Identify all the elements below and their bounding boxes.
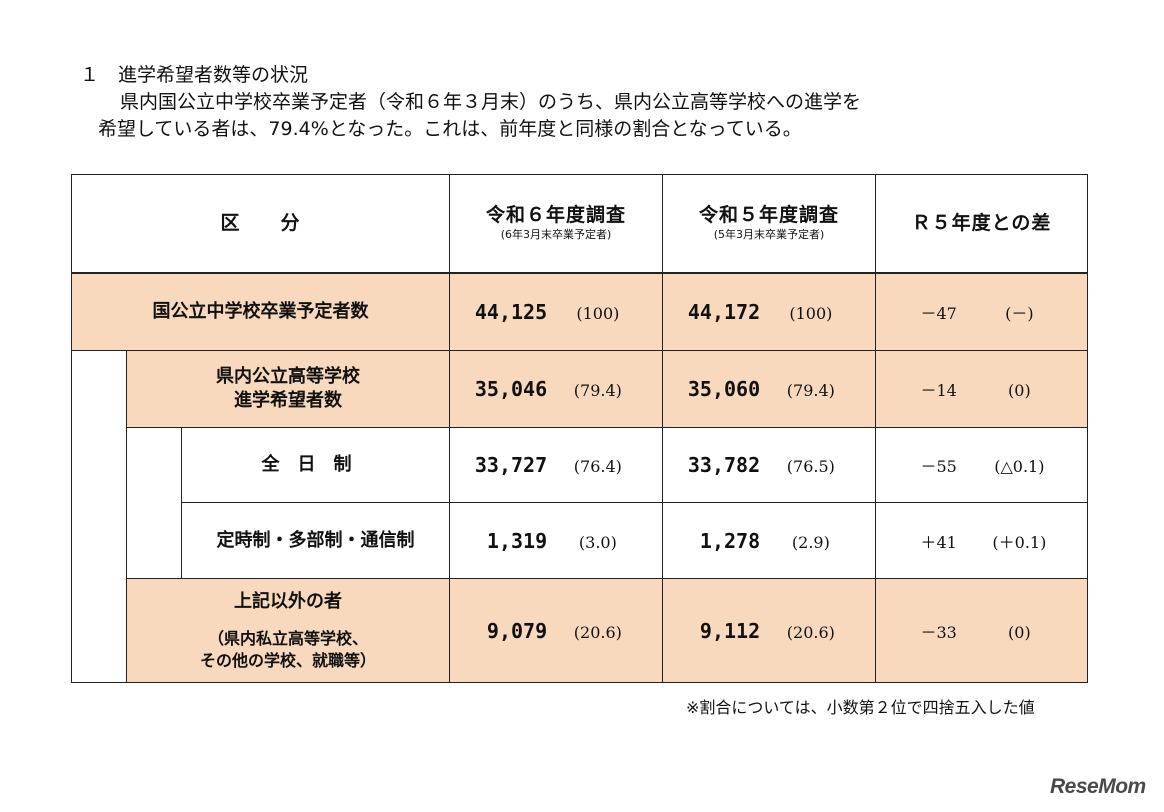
header-r6: 令和６年度調査 (6年3月末卒業予定者) bbox=[449, 174, 663, 274]
row-others-r5: 9,112 (20.6) bbox=[662, 578, 876, 683]
enrollment-table: 区 分 令和６年度調査 (6年3月末卒業予定者) 令和５年度調査 (5年3月末卒… bbox=[71, 174, 1088, 683]
row-part-time-diff: ＋41 (＋0.1) bbox=[875, 502, 1088, 579]
table-row-total: 国公立中学校卒業予定者数 44,125 (100) 44,172 (100) －… bbox=[71, 272, 1088, 351]
section-heading: １ 進学希望者数等の状況 bbox=[80, 64, 309, 86]
row-label-full-time: 全日制 bbox=[181, 427, 450, 503]
pct-r6: (76.4) bbox=[573, 457, 622, 476]
row-label-others-sub-1: （県内私立高等学校、 bbox=[207, 628, 368, 648]
header-diff: Ｒ５年度との差 bbox=[875, 174, 1088, 274]
value-r6: 33,727 bbox=[474, 453, 548, 477]
table-row-part-time: 定時制・多部制・通信制 1,319 (3.0) 1,278 (2.9) ＋41 … bbox=[72, 502, 1088, 579]
row-others-r6: 9,079 (20.6) bbox=[449, 578, 663, 683]
pct-diff: (0) bbox=[1008, 622, 1031, 642]
header-r6-subtitle: (6年3月末卒業予定者) bbox=[500, 228, 612, 242]
value-diff: －33 bbox=[920, 622, 957, 642]
pct-diff: (0) bbox=[1008, 381, 1031, 400]
value-diff: －55 bbox=[920, 457, 957, 476]
header-r5-title: 令和５年度調査 bbox=[698, 204, 839, 227]
header-row: 区 分 令和６年度調査 (6年3月末卒業予定者) 令和５年度調査 (5年3月末卒… bbox=[71, 174, 1088, 274]
value-diff: ＋41 bbox=[920, 532, 957, 552]
pct-r5: (20.6) bbox=[786, 622, 835, 642]
row-total-diff: －47 (－) bbox=[875, 272, 1088, 351]
row-full-time-diff: －55 (△0.1) bbox=[875, 427, 1088, 503]
value-r6: 1,319 bbox=[486, 528, 548, 553]
footnote: ※割合については、小数第２位で四捨五入した値 bbox=[686, 698, 1035, 717]
intro-text-line-1: 県内国公立中学校卒業予定者（令和６年３月末）のうち、県内公立高等学校への進学を bbox=[120, 91, 862, 113]
row-public-hs-r5: 35,060 (79.4) bbox=[662, 350, 876, 428]
row-part-time-r5: 1,278 (2.9) bbox=[662, 502, 876, 579]
value-r6: 9,079 bbox=[486, 618, 548, 643]
row-public-hs-r6: 35,046 (79.4) bbox=[449, 350, 663, 428]
row-others-diff: －33 (0) bbox=[875, 578, 1088, 683]
value-diff: －14 bbox=[920, 381, 957, 400]
value-r6: 35,046 bbox=[474, 377, 548, 401]
pct-diff: (＋0.1) bbox=[992, 532, 1047, 552]
table-row-full-time: 全日制 33,727 (76.4) 33,782 (76.5) －55 (△0.… bbox=[72, 427, 1088, 579]
row-label-public-hs-line-2: 進学希望者数 bbox=[234, 390, 342, 411]
row-total-r6: 44,125 (100) bbox=[449, 272, 663, 351]
indent-spacer-inner bbox=[126, 427, 182, 579]
pct-r5: (100) bbox=[789, 303, 833, 323]
value-r5: 1,278 bbox=[699, 528, 761, 553]
pct-r6: (79.4) bbox=[573, 381, 622, 400]
row-label-others: 上記以外の者 （県内私立高等学校、 その他の学校、就職等） bbox=[126, 578, 450, 683]
pct-r5: (2.9) bbox=[791, 532, 830, 552]
pct-r5: (79.4) bbox=[786, 381, 835, 400]
header-r5-subtitle: (5年3月末卒業予定者) bbox=[713, 228, 825, 242]
pct-r6: (20.6) bbox=[573, 622, 622, 642]
row-label-public-hs: 県内公立高等学校 進学希望者数 bbox=[126, 350, 450, 428]
pct-diff: (－) bbox=[1005, 303, 1034, 323]
value-r6: 44,125 bbox=[474, 299, 548, 324]
value-r5: 9,112 bbox=[699, 618, 761, 643]
value-r5: 33,782 bbox=[687, 453, 761, 477]
row-label-total: 国公立中学校卒業予定者数 bbox=[71, 272, 450, 351]
value-diff: －47 bbox=[920, 303, 957, 323]
indent-spacer-outer bbox=[71, 350, 127, 683]
row-full-time-r6: 33,727 (76.4) bbox=[449, 427, 663, 503]
row-total-r5: 44,172 (100) bbox=[662, 272, 876, 351]
pct-r5: (76.5) bbox=[786, 457, 835, 476]
row-label-others-title: 上記以外の者 bbox=[234, 590, 342, 612]
row-label-others-sub-2: その他の学校、就職等） bbox=[199, 650, 376, 670]
value-r5: 44,172 bbox=[687, 299, 761, 324]
pct-r6: (100) bbox=[576, 303, 620, 323]
row-label-part-time: 定時制・多部制・通信制 bbox=[181, 502, 450, 579]
resemom-logo: ReseMom bbox=[1050, 775, 1146, 798]
row-part-time-r6: 1,319 (3.0) bbox=[449, 502, 663, 579]
header-r5: 令和５年度調査 (5年3月末卒業予定者) bbox=[662, 174, 876, 274]
header-r6-title: 令和６年度調査 bbox=[485, 204, 626, 227]
row-full-time-r5: 33,782 (76.5) bbox=[662, 427, 876, 503]
pct-diff: (△0.1) bbox=[994, 457, 1045, 476]
table-row-public-hs: 県内公立高等学校 進学希望者数 35,046 (79.4) 35,060 (79… bbox=[71, 350, 1088, 683]
table-row-others: 上記以外の者 （県内私立高等学校、 その他の学校、就職等） 9,079 (20.… bbox=[72, 578, 1088, 683]
row-public-hs-diff: －14 (0) bbox=[875, 350, 1088, 428]
intro-text-line-2: 希望している者は、79.4%となった。これは、前年度と同様の割合となっている。 bbox=[98, 118, 802, 140]
row-label-public-hs-line-1: 県内公立高等学校 bbox=[216, 366, 360, 387]
pct-r6: (3.0) bbox=[578, 532, 617, 552]
header-category: 区 分 bbox=[71, 174, 450, 274]
value-r5: 35,060 bbox=[687, 377, 761, 401]
